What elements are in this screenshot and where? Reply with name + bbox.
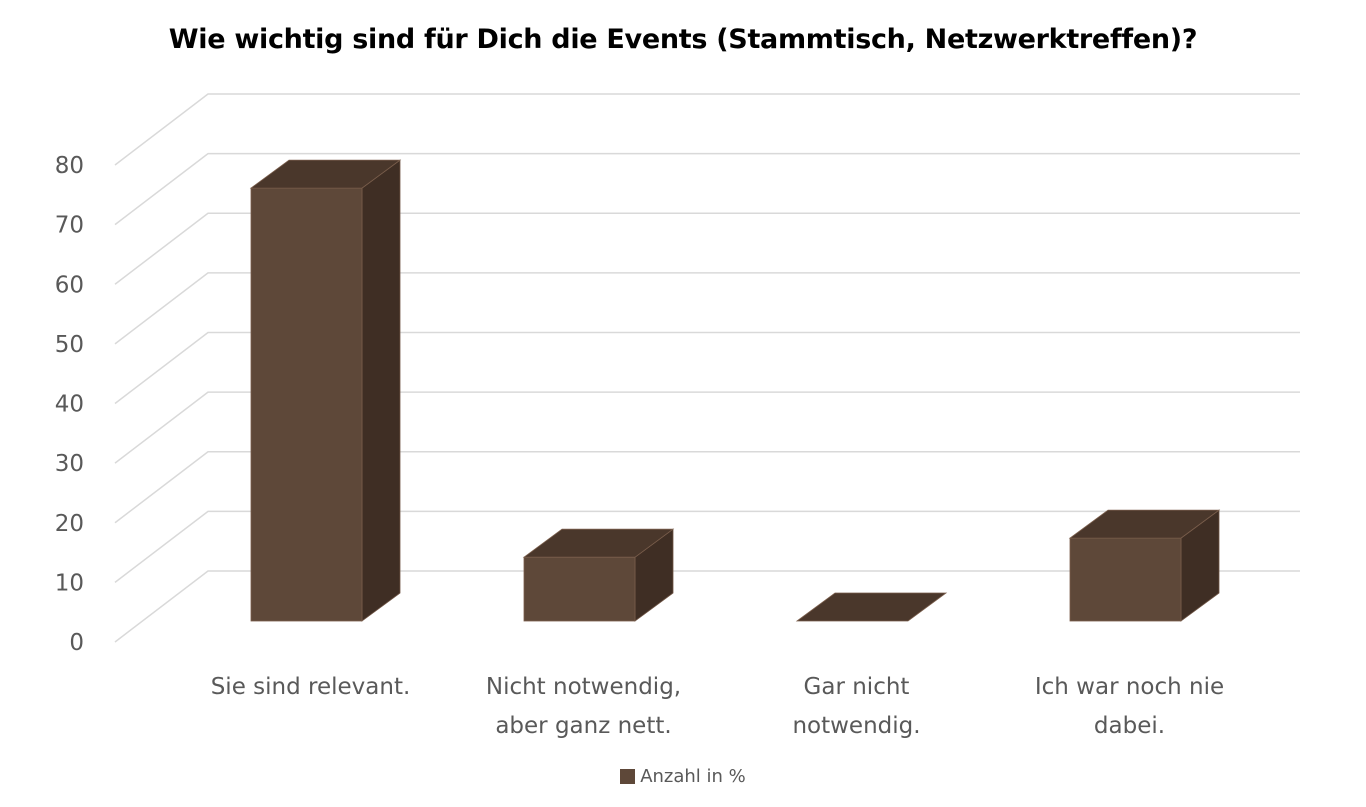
y-tick-label: 20 (55, 511, 84, 537)
x-category-label-line: Ich war noch nie (1035, 674, 1224, 700)
bar-front (523, 556, 636, 622)
y-tick-label: 50 (55, 332, 84, 358)
bar (795, 592, 948, 622)
legend: Anzahl in % (0, 766, 1366, 787)
bar (1068, 509, 1221, 622)
bar-side (361, 159, 401, 622)
y-tick-label: 60 (55, 272, 84, 298)
x-category-label-line: Sie sind relevant. (211, 674, 411, 700)
bar-top (1068, 509, 1221, 539)
x-category-label-line: notwendig. (792, 713, 920, 739)
x-category-label: Gar nicht notwendig. (792, 674, 920, 739)
gridline (114, 152, 1300, 226)
bar (522, 528, 675, 622)
bar-front (250, 187, 363, 622)
legend-swatch (620, 769, 636, 784)
chart-title: Wie wichtig sind für Dich die Events (St… (168, 24, 1198, 55)
bar-top (522, 528, 675, 558)
x-category-label-line: Gar nicht (804, 674, 910, 700)
gridline (114, 93, 1300, 166)
x-category-label-line: aber ganz nett. (495, 713, 671, 739)
y-tick-label: 70 (55, 213, 84, 239)
x-category-label: Sie sind relevant. (211, 674, 411, 700)
gridline (114, 331, 1300, 405)
bars (249, 159, 1221, 622)
gridline (114, 212, 1300, 285)
y-tick-label: 0 (69, 630, 84, 656)
bar-top (795, 592, 948, 622)
x-category-label: Ich war noch nie dabei. (1035, 674, 1224, 739)
bar (249, 159, 402, 622)
y-tick-label: 10 (55, 570, 84, 596)
gridline (114, 570, 1300, 643)
gridline (114, 272, 1300, 345)
x-category-label: Nicht notwendig, aber ganz nett. (486, 674, 681, 739)
x-category-label-line: Nicht notwendig, (486, 674, 681, 700)
gridlines (114, 93, 1300, 643)
bar-front (1069, 537, 1182, 622)
gridline (114, 391, 1300, 464)
y-tick-label: 80 (55, 153, 84, 179)
gridline (114, 510, 1300, 583)
legend-label: Anzahl in % (640, 766, 746, 787)
x-category-label-line: dabei. (1094, 713, 1165, 739)
x-axis-labels: Sie sind relevant. Nicht notwendig, aber g… (211, 674, 1224, 739)
y-tick-label: 30 (55, 451, 84, 477)
y-tick-label: 40 (55, 392, 84, 418)
y-axis-ticks: 0 10 20 30 40 50 60 70 80 (55, 153, 84, 656)
bar-top (249, 159, 402, 189)
gridline (114, 451, 1300, 524)
